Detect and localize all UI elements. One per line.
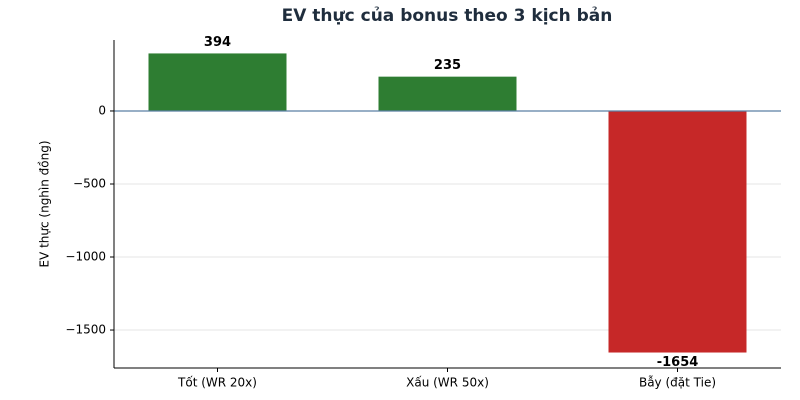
y-tick-label: −1000 [65, 250, 106, 264]
y-tick-label: 0 [98, 103, 106, 117]
y-tick-label: −500 [73, 176, 106, 190]
chart-title: EV thực của bonus theo 3 kịch bản [282, 6, 613, 26]
value-label: -1654 [657, 355, 699, 370]
bar [378, 76, 517, 111]
x-tick-label: Bẫy (đặt Tie) [639, 376, 716, 390]
x-tick-label: Tốt (WR 20x) [177, 376, 257, 390]
bar [148, 53, 287, 111]
y-tick-label: −1500 [65, 323, 106, 337]
y-axis-label: EV thực (nghìn đồng) [38, 140, 52, 267]
bar [608, 110, 747, 353]
x-tick-label: Xấu (WR 50x) [406, 376, 489, 390]
value-label: 235 [434, 58, 461, 73]
value-label: 394 [204, 35, 231, 50]
